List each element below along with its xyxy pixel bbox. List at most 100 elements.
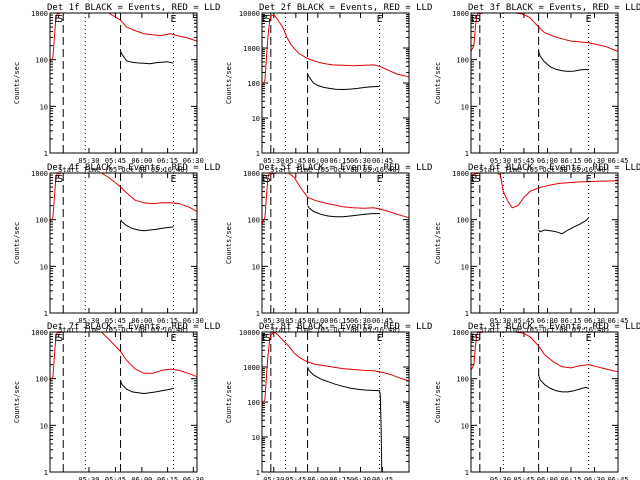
panel-title: Det 8f BLACK = Events, RED = LLD <box>259 322 432 332</box>
x-tick-label: 06:45 <box>372 476 393 480</box>
y-tick-label: 100 <box>456 217 469 225</box>
flag-marker-label: S <box>57 174 63 185</box>
x-tick-label: 06:45 <box>372 317 393 325</box>
events-series-line <box>120 51 174 65</box>
x-tick-label: 05:30 <box>490 476 511 480</box>
x-tick-label: 05:30 <box>78 476 99 480</box>
x-tick-label: 05:30 <box>78 317 99 325</box>
x-tick-label: 06:00 <box>307 317 328 325</box>
lld-series-line <box>261 331 410 406</box>
x-tick-label: 05:30 <box>263 476 284 480</box>
flag-marker-label: E <box>262 174 268 185</box>
y-tick-label: 1000 <box>243 364 260 372</box>
plot-frame <box>49 331 198 473</box>
y-axis-label: Counts/sec <box>13 62 21 104</box>
y-tick-label: 100 <box>247 80 260 88</box>
y-axis-label: Counts/sec <box>13 222 21 264</box>
panel-title: Det 4f BLACK = Events, RED = LLD <box>47 163 220 173</box>
panel-title: Det 1f BLACK = Events, RED = LLD <box>47 3 220 13</box>
flag-marker-label: S <box>265 333 271 344</box>
events-series-line <box>538 217 589 235</box>
flag-marker-label: E <box>262 14 268 25</box>
y-tick-label: 1000 <box>31 170 48 178</box>
y-tick-label: 1000 <box>452 170 469 178</box>
y-tick-label: 1000 <box>243 170 260 178</box>
y-tick-label: 10 <box>461 103 469 111</box>
lld-series-line <box>261 172 410 225</box>
y-tick-label: 1 <box>465 469 469 477</box>
y-axis-label: Counts/sec <box>434 381 442 423</box>
plot-frame <box>261 12 410 154</box>
detector-panel-3: Det 3f BLACK = Events, RED = LLD 1 10 100 10… <box>434 3 640 174</box>
detector-panel-4: Det 4f BLACK = Events, RED = LLD 1 10 100 10… <box>13 163 220 334</box>
events-series-line <box>120 219 174 232</box>
x-tick-label: 06:45 <box>607 476 628 480</box>
x-axis-label: Start Time (05-Oct-08 05:16:40) <box>270 166 401 174</box>
detector-panel-9: Det 9f BLACK = Events, RED = LLD 1 10 100 10… <box>434 322 640 480</box>
y-tick-label: 1000 <box>31 10 48 18</box>
x-tick-label: 05:45 <box>513 317 534 325</box>
y-tick-label: 1000 <box>31 329 48 337</box>
flag-marker-label: S <box>475 333 481 344</box>
x-tick-label: 06:00 <box>537 476 558 480</box>
flag-marker-label: S <box>57 14 63 25</box>
x-axis-label: Start Time (05-Oct-08 05:16:40) <box>479 326 610 334</box>
flag-marker-label: E <box>170 333 176 344</box>
panel-title: Det 7f BLACK = Events, RED = LLD <box>47 322 220 332</box>
lld-series-line <box>261 13 410 87</box>
y-tick-label: 10 <box>252 115 260 123</box>
y-tick-label: 1 <box>44 469 48 477</box>
y-tick-label: 1 <box>465 310 469 318</box>
detector-panel-1: Det 1f BLACK = Events, RED = LLD 1 10 100 10… <box>13 3 220 174</box>
detector-panel-5: Det 5f BLACK = Events, RED = LLD 1 10 100 10… <box>225 163 432 334</box>
flag-marker-label: S <box>475 14 481 25</box>
x-tick-label: 06:00 <box>537 317 558 325</box>
y-tick-label: 10 <box>40 422 48 430</box>
x-tick-label: 06:15 <box>157 317 178 325</box>
flag-marker-label: E <box>54 333 60 344</box>
y-axis-label: Counts/sec <box>225 381 233 423</box>
flag-marker-label: E <box>54 174 60 185</box>
x-tick-label: 06:15 <box>157 476 178 480</box>
y-tick-label: 10000 <box>239 10 260 18</box>
lld-series-line <box>470 331 619 373</box>
events-series-line <box>538 51 589 72</box>
plot-frame <box>49 12 198 154</box>
plot-frame <box>470 172 619 314</box>
events-series-line <box>307 205 380 218</box>
detector-panel-7: Det 7f BLACK = Events, RED = LLD 1 10 100 10… <box>13 322 220 480</box>
panel-title: Det 5f BLACK = Events, RED = LLD <box>259 163 432 173</box>
x-tick-label: 06:15 <box>157 157 178 165</box>
flag-marker-label: E <box>471 14 477 25</box>
y-tick-label: 1000 <box>243 45 260 53</box>
x-tick-label: 05:30 <box>263 317 284 325</box>
x-tick-label: 05:45 <box>513 476 534 480</box>
x-tick-label: 06:15 <box>329 317 350 325</box>
x-axis-label: Start Time (05-Oct-08 05:16:40) <box>270 326 401 334</box>
y-tick-label: 1 <box>256 469 260 477</box>
x-tick-label: 06:00 <box>131 317 152 325</box>
y-tick-label: 1 <box>256 150 260 158</box>
x-tick-label: 06:30 <box>584 317 605 325</box>
x-tick-label: 06:45 <box>607 317 628 325</box>
flag-marker-label: E <box>170 174 176 185</box>
events-series-line <box>538 374 589 393</box>
x-tick-label: 05:30 <box>490 157 511 165</box>
flag-marker-label: E <box>170 14 176 25</box>
x-tick-label: 06:00 <box>131 157 152 165</box>
y-tick-label: 1 <box>465 150 469 158</box>
panel-title: Det 3f BLACK = Events, RED = LLD <box>468 3 640 13</box>
plot-frame <box>470 331 619 473</box>
flag-marker-label: E <box>471 174 477 185</box>
flag-marker-label: E <box>377 333 383 344</box>
x-tick-label: 06:15 <box>329 476 350 480</box>
x-tick-label: 06:15 <box>560 476 581 480</box>
x-tick-label: 06:30 <box>183 317 204 325</box>
flag-marker-label: E <box>586 174 592 185</box>
y-axis-label: Counts/sec <box>225 222 233 264</box>
y-axis-label: Counts/sec <box>225 62 233 104</box>
x-tick-label: 06:15 <box>560 157 581 165</box>
flag-marker-label: E <box>586 14 592 25</box>
detector-panel-6: Det 6f BLACK = Events, RED = LLD 1 10 100 10… <box>434 163 640 334</box>
